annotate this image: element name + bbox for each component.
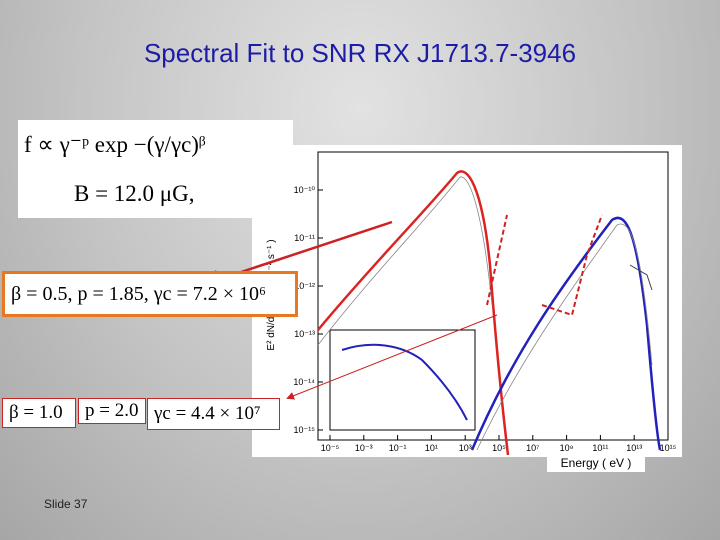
y-tick-label: 10⁻¹² (294, 281, 315, 291)
plot-background (252, 145, 682, 457)
slide-title: Spectral Fit to SNR RX J1713.7-3946 (143, 38, 577, 68)
y-tick-label: 10⁻¹⁵ (294, 425, 316, 435)
y-tick-label: 10⁻¹⁴ (293, 377, 315, 387)
fit-a-box: β = 0.5, p = 1.85, γc = 7.2 × 10⁶ (2, 271, 298, 317)
x-tick-label: 10⁹ (560, 443, 574, 453)
fit-b-gamma-box: γc = 4.4 × 10⁷ (147, 398, 280, 430)
arrow (286, 314, 498, 400)
synchrotron-curve (317, 170, 510, 456)
fit-b-beta-box: β = 1.0 (2, 398, 76, 428)
formula-panel: f ∝ γ⁻ᵖ exp −(γ/γc)ᵝ B = 12.0 μG, (18, 120, 293, 218)
dashed-curves (486, 214, 603, 317)
ic-alt-curve (476, 223, 653, 451)
x-tick-label: 10¹¹ (592, 443, 608, 453)
slide-footer: Slide 37 (44, 497, 88, 511)
x-tick-label: 10¹³ (626, 443, 642, 453)
y-tick-label: 10⁻¹³ (294, 329, 315, 339)
x-tick-label: 10⁷ (526, 443, 539, 453)
x-tick-label: 10⁻³ (355, 443, 373, 453)
model-formula: f ∝ γ⁻ᵖ exp −(γ/γc)ᵝ (24, 131, 206, 157)
x-tick-label: 10⁻⁵ (321, 443, 340, 453)
x-tick-label: 10⁻¹ (389, 443, 407, 453)
inset-frame (329, 329, 476, 431)
field-formula: B = 12.0 μG, (74, 180, 195, 206)
plot-frame (317, 151, 669, 441)
inset-curve (341, 343, 468, 421)
y-tick-label: 10⁻¹⁰ (294, 185, 316, 195)
x-tick-label: 10¹⁵ (660, 443, 677, 453)
x-tick-label: 10¹ (425, 443, 438, 453)
fit-b-p-box: p = 2.0 (78, 398, 146, 424)
x-tick-label: 10⁵ (492, 443, 506, 453)
x-axis-label: Energy ( eV ) (547, 456, 645, 472)
ic-curve (470, 216, 662, 451)
y-tick-label: 10⁻¹¹ (294, 233, 315, 243)
spectrum-plot: 10⁻⁵ 10⁻³ 10⁻¹ 10¹ 10³ 10⁵ 10⁷ 10⁹ 10¹¹ 10¹³ 10¹⁵ 1… (252, 145, 682, 457)
x-tick-label: 10³ (459, 443, 472, 453)
data-points (629, 264, 653, 291)
synchrotron-alt-curve (317, 176, 493, 346)
